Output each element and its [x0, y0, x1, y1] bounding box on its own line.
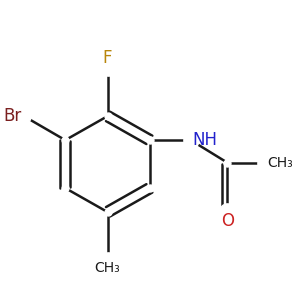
Text: Br: Br — [3, 106, 22, 124]
Text: CH₃: CH₃ — [95, 261, 120, 275]
Text: F: F — [103, 49, 112, 67]
Text: NH: NH — [192, 131, 217, 149]
Text: CH₃: CH₃ — [267, 156, 292, 170]
Text: O: O — [221, 212, 234, 230]
